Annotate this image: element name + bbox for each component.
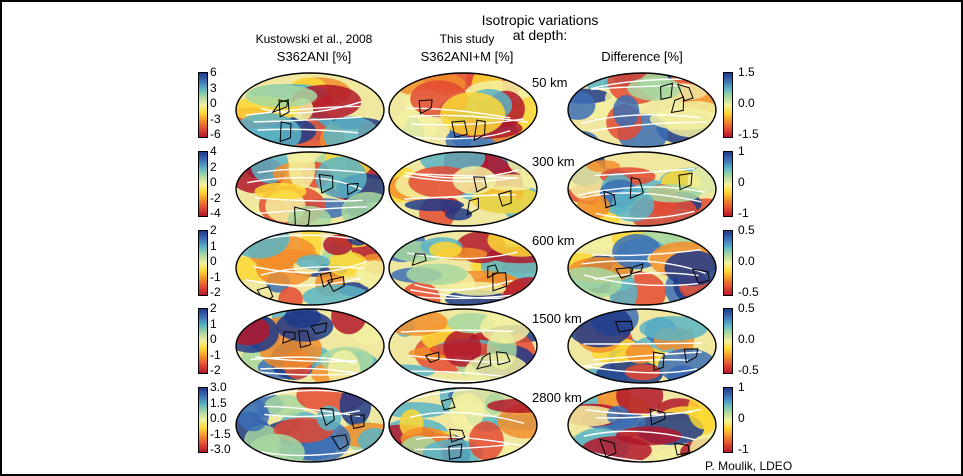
left-colorbar-tick: 2 (210, 301, 217, 315)
map-s362ani (235, 230, 385, 306)
depth-label: 600 km (532, 233, 575, 248)
left-colorbar-tick: 0 (210, 332, 217, 346)
depth-label: 1500 km (532, 311, 582, 326)
right-colorbar (723, 151, 733, 217)
left-colorbar-tick: -2 (210, 190, 221, 205)
left-colorbar-tick: 2 (210, 223, 217, 237)
credit: P. Moulik, LDEO (705, 459, 793, 473)
left-colorbar (198, 387, 208, 453)
right-colorbar-tick: 0.0 (738, 96, 755, 110)
map-s362ani-m (388, 387, 538, 463)
right-colorbar-tick: -0.5 (738, 363, 759, 377)
right-colorbar-tick: 0.5 (738, 301, 755, 315)
right-colorbar-tick: -1 (738, 206, 749, 220)
left-colorbar (198, 230, 208, 296)
right-colorbar-tick: 0 (738, 175, 745, 189)
depth-label: 2800 km (532, 390, 582, 405)
map-s362ani-m (388, 72, 538, 148)
left-colorbar-tick: 6 (210, 65, 217, 79)
map-difference (567, 72, 717, 148)
left-colorbar-tick: -6 (210, 127, 221, 141)
right-colorbar-tick: 1 (738, 144, 745, 158)
col1-header: S362ANI [%] (276, 49, 352, 64)
col2-reference: This study (439, 32, 495, 46)
left-colorbar-tick: 0.0 (210, 411, 227, 425)
col2-header: S362ANI+M [%] (420, 49, 514, 64)
map-difference (567, 151, 717, 227)
map-difference (567, 230, 717, 306)
left-colorbar-tick: -1 (210, 347, 221, 362)
right-colorbar-tick: 0.0 (738, 332, 755, 346)
left-colorbar-tick: -2 (210, 363, 221, 377)
left-colorbar-tick: -3.0 (210, 442, 231, 456)
depth-label: 300 km (532, 154, 575, 169)
right-colorbar-tick: -0.5 (738, 285, 759, 299)
left-colorbar-tick: 1.5 (210, 395, 227, 410)
left-colorbar-tick: -1.5 (210, 426, 231, 441)
right-colorbar (723, 387, 733, 453)
right-colorbar-tick: 1.5 (738, 65, 755, 79)
left-colorbar (198, 308, 208, 374)
map-difference (567, 387, 717, 463)
right-colorbar-tick: 0.5 (738, 223, 755, 237)
right-colorbar (723, 308, 733, 374)
right-colorbar-tick: -1.5 (738, 127, 759, 141)
map-s362ani-m (388, 230, 538, 306)
right-colorbar (723, 72, 733, 138)
left-colorbar-tick: 0 (210, 175, 217, 189)
depth-label: 50 km (532, 75, 568, 90)
left-colorbar (198, 72, 208, 138)
left-colorbar-tick: 0 (210, 96, 217, 110)
right-colorbar-tick: -1 (738, 442, 749, 456)
left-colorbar-tick: -1 (210, 269, 221, 284)
map-s362ani (235, 151, 385, 227)
map-s362ani-m (388, 308, 538, 384)
left-colorbar-tick: -4 (210, 206, 221, 220)
left-colorbar (198, 151, 208, 217)
left-colorbar-tick: 3.0 (210, 380, 227, 394)
map-s362ani (235, 387, 385, 463)
col3-header: Difference [%] (601, 49, 683, 64)
right-colorbar-tick: 1 (738, 380, 745, 394)
main-title-line2: at depth: (512, 27, 568, 43)
right-colorbar-tick: 0.0 (738, 254, 755, 268)
map-s362ani-m (388, 151, 538, 227)
left-colorbar-tick: -2 (210, 285, 221, 299)
left-colorbar-tick: 4 (210, 144, 217, 158)
map-s362ani (235, 308, 385, 384)
left-colorbar-tick: 1 (210, 238, 217, 253)
left-colorbar-tick: 0 (210, 254, 217, 268)
left-colorbar-tick: 3 (210, 80, 217, 95)
left-colorbar-tick: 2 (210, 159, 217, 174)
left-colorbar-tick: -3 (210, 111, 221, 126)
main-title-line1: Isotropic variations (481, 12, 599, 28)
right-colorbar-tick: 0 (738, 411, 745, 425)
col1-reference: Kustowski et al., 2008 (255, 32, 373, 46)
right-colorbar (723, 230, 733, 296)
map-difference (567, 308, 717, 384)
map-s362ani (235, 72, 385, 148)
left-colorbar-tick: 1 (210, 316, 217, 331)
